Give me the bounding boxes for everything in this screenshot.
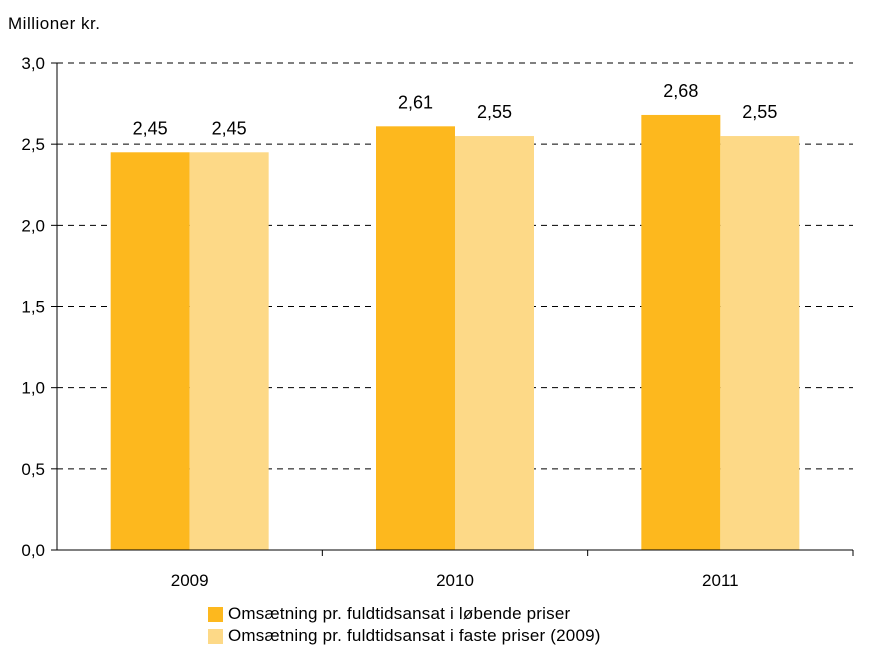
data-labels: 2,45 2,45 2,61 2,55 2,68 2,55 xyxy=(133,81,778,138)
legend-swatch-series-2 xyxy=(208,628,223,644)
legend-swatch-series-1 xyxy=(208,606,223,622)
legend-label-series-2: Omsætning pr. fuldtidsansat i faste pris… xyxy=(228,626,601,645)
legend-label-series-1: Omsætning pr. fuldtidsansat i løbende pr… xyxy=(228,604,571,623)
x-tick-label-2010: 2010 xyxy=(436,571,474,590)
y-tick-label-5: 2,5 xyxy=(21,135,45,154)
y-tick-label-3: 1,5 xyxy=(21,298,45,317)
data-label-2009-series-1: 2,45 xyxy=(133,118,168,138)
bar-2009-series-2 xyxy=(189,152,269,551)
data-label-2010-series-1: 2,61 xyxy=(398,92,433,112)
data-label-2010-series-2: 2,55 xyxy=(477,102,512,122)
legend-item-series-2: Omsætning pr. fuldtidsansat i faste pris… xyxy=(208,625,601,647)
bar-2010-series-2 xyxy=(455,136,534,551)
bar-2009-series-1 xyxy=(110,152,190,551)
y-tick-label-1: 0,5 xyxy=(21,460,45,479)
legend-item-series-1: Omsætning pr. fuldtidsansat i løbende pr… xyxy=(208,603,601,625)
data-label-2009-series-2: 2,45 xyxy=(212,118,247,138)
y-tick-label-2: 1,0 xyxy=(21,379,45,398)
data-label-2011-series-1: 2,68 xyxy=(663,81,698,101)
y-tick-label-6: 3,0 xyxy=(21,54,45,73)
y-tick-label-0: 0,0 xyxy=(21,541,45,560)
bar-2011-series-2 xyxy=(720,136,800,551)
data-label-2011-series-2: 2,55 xyxy=(742,102,777,122)
legend: Omsætning pr. fuldtidsansat i løbende pr… xyxy=(208,603,601,647)
bar-2011-series-1 xyxy=(641,114,721,551)
axes: 0,0 0,5 1,0 1,5 2,0 2,5 3,0 2009 2010 2011 xyxy=(21,54,854,590)
bar-2010-series-1 xyxy=(376,126,455,550)
x-tick-label-2009: 2009 xyxy=(171,571,209,590)
x-tick-label-2011: 2011 xyxy=(702,571,739,590)
y-tick-label-4: 2,0 xyxy=(21,216,45,235)
y-axis-unit-label: Millioner kr. xyxy=(8,14,101,33)
bars xyxy=(110,114,800,551)
